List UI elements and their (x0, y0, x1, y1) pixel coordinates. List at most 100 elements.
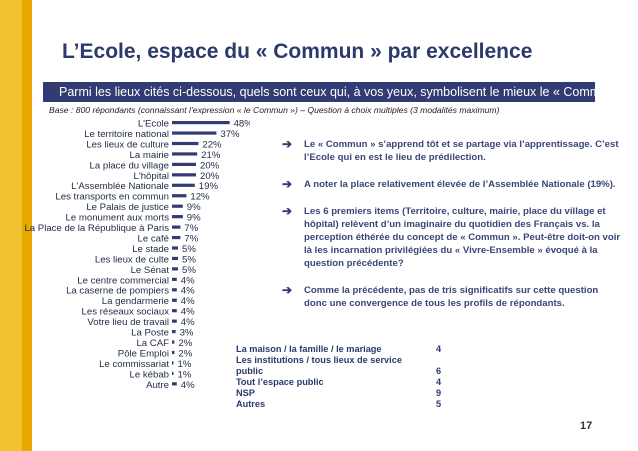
bar (172, 162, 196, 166)
table-row: Les institutions / tous lieux de service… (236, 355, 446, 377)
value-label: 1% (178, 359, 192, 370)
category-label: Le monument aux morts (66, 213, 170, 224)
bar-chart: L'Ecole 48% Le territoire national 37% Les l… (24, 119, 250, 389)
bar (172, 194, 187, 198)
category-label: Autre (146, 380, 169, 388)
bar (172, 361, 174, 365)
value-label: 4% (181, 317, 195, 328)
value-label: 2% (178, 338, 192, 349)
category-label: La Poste (131, 328, 169, 339)
category-label: Le Sénat (131, 265, 170, 276)
table-row-value: 9 (436, 388, 442, 398)
bar (172, 256, 178, 261)
category-label: La mairie (130, 150, 169, 161)
bar (172, 173, 196, 177)
question-banner: Parmi les lieux cités ci-dessous, quels … (43, 82, 595, 102)
commentary-bullet: ➔ A noter la place relativement élevée d… (282, 178, 622, 191)
bullet-text: A noter la place relativement élevée de … (304, 179, 616, 190)
bar (172, 350, 175, 355)
value-label: 9% (187, 213, 201, 224)
value-label: 7% (184, 223, 198, 234)
page-number: 17 (580, 420, 593, 432)
category-label: L'hôpital (134, 171, 169, 182)
category-label: Les transports en commun (55, 192, 169, 203)
category-label: Votre lieu de travail (87, 317, 169, 328)
bar (172, 131, 217, 135)
value-label: 2% (178, 348, 192, 359)
arrow-right-icon: ➔ (282, 137, 293, 151)
bar (172, 319, 177, 323)
value-label: 5% (182, 254, 196, 265)
table-row: La maison / la famille / le mariage 4 (236, 344, 446, 355)
value-label: 3% (180, 328, 194, 339)
table-row-label: NSP (236, 388, 255, 398)
arrow-right-icon: ➔ (282, 283, 293, 297)
category-label: Le Palais de justice (86, 202, 169, 213)
table-row: Tout l’espace public 4 (236, 377, 446, 388)
table-row: NSP 9 (236, 388, 446, 399)
value-label: 4% (181, 380, 195, 388)
table-row-label: Les institutions / tous lieux de service… (236, 355, 402, 376)
category-label: Le café (138, 233, 169, 244)
bar (172, 121, 230, 125)
table-row-label: Autres (236, 399, 266, 409)
value-label: 19% (199, 181, 219, 192)
category-label: Les lieux de culte (95, 254, 169, 265)
table-row-value: 5 (436, 399, 442, 409)
bar (172, 225, 181, 229)
commentary-bullet: ➔ Comme la précédente, pas de tris signi… (282, 284, 622, 310)
left-accent-band (0, 0, 22, 451)
base-note: Base : 800 répondants (connaissant l’exp… (49, 105, 500, 115)
arrow-right-icon: ➔ (282, 204, 293, 218)
arrow-right-icon: ➔ (282, 177, 293, 191)
category-label: Le territoire national (84, 129, 169, 140)
value-label: 37% (220, 129, 240, 140)
bar (172, 382, 177, 386)
value-label: 5% (182, 244, 196, 255)
category-label: Pôle Emploi (118, 348, 169, 359)
slide-title: L’Ecole, espace du « Commun » par excell… (62, 40, 533, 63)
category-label: La Place de la République à Paris (24, 223, 169, 234)
category-label: Le stade (132, 244, 169, 255)
value-label: 20% (200, 171, 220, 182)
value-label: 22% (202, 139, 222, 150)
bar (172, 267, 178, 271)
bar (172, 277, 177, 281)
value-label: 4% (181, 275, 195, 286)
table-row-value: 6 (436, 366, 442, 376)
bar (172, 371, 174, 375)
value-label: 9% (187, 202, 201, 213)
category-label: Le centre commercial (77, 275, 169, 286)
bar (172, 298, 177, 302)
bullet-text: Les 6 premiers items (Territoire, cultur… (304, 206, 621, 269)
value-label: 5% (182, 265, 196, 276)
table-row: Autres 5 (236, 399, 446, 410)
table-row-label: Tout l’espace public (236, 377, 324, 387)
category-label: L'Ecole (138, 119, 169, 130)
table-row-value: 4 (436, 377, 442, 387)
value-label: 1% (178, 369, 192, 380)
bullet-text: Comme la précédente, pas de tris signifi… (304, 285, 599, 309)
bullet-text: Le « Commun » s’apprend tôt et se partag… (304, 139, 619, 163)
bar (172, 141, 199, 146)
bar (172, 309, 177, 313)
commentary-bullets: ➔ Le « Commun » s’apprend tôt et se part… (282, 138, 622, 324)
commentary-bullet: ➔ Les 6 premiers items (Territoire, cult… (282, 205, 622, 270)
category-label: Les réseaux sociaux (82, 307, 170, 318)
bar (172, 204, 183, 208)
bar (172, 288, 177, 292)
category-label: Les lieux de culture (86, 139, 169, 150)
bar (172, 183, 195, 187)
value-label: 48% (234, 119, 250, 130)
category-label: La gendarmerie (102, 296, 169, 307)
bar (172, 246, 178, 250)
bar (172, 215, 183, 219)
commentary-bullet: ➔ Le « Commun » s’apprend tôt et se part… (282, 138, 622, 164)
value-label: 20% (200, 160, 220, 171)
value-label: 4% (181, 296, 195, 307)
category-label: Le commissariat (99, 359, 169, 370)
bar (172, 235, 181, 240)
bar (172, 330, 176, 334)
category-label: Le kébab (130, 369, 169, 380)
bar (172, 340, 175, 344)
